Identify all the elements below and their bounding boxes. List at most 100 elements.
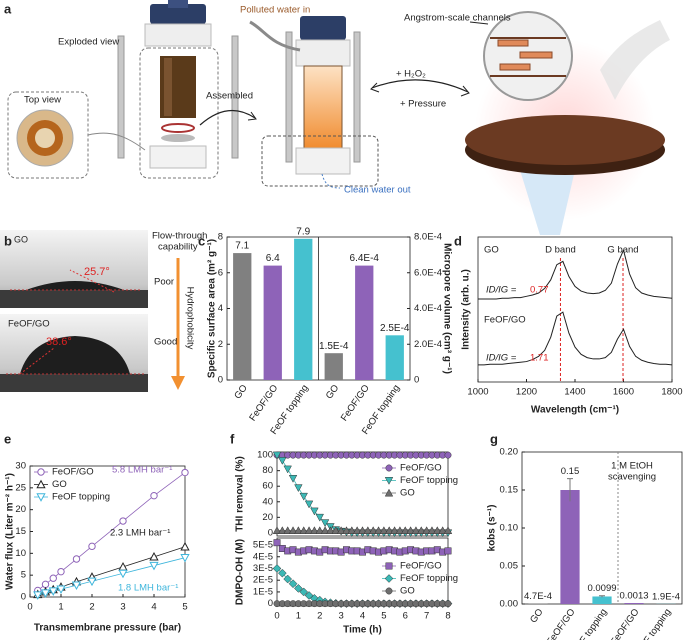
x-tick-label: 1 [296, 611, 301, 622]
label: Poor [154, 277, 174, 288]
panel-label: b [4, 233, 12, 248]
ratio-label: ID/IG = [486, 285, 517, 296]
y-tick-label: 8 [218, 232, 223, 243]
marker [417, 526, 426, 535]
x-tick-label: 1800 [661, 387, 682, 398]
y2-axis-label: Micropore volume (cm³ g⁻¹) [441, 243, 452, 374]
legend-label: FeOF/GO [52, 467, 94, 478]
bar [592, 596, 612, 604]
bar [560, 490, 580, 604]
x-tick-label: 1200 [516, 387, 537, 398]
y-tick-label: 60 [262, 481, 273, 492]
x-tick-label: 0 [27, 602, 32, 613]
legend-label: FeOF topping [400, 573, 458, 584]
marker [401, 526, 410, 535]
bar [624, 603, 644, 604]
marker [384, 526, 394, 535]
marker [390, 526, 399, 535]
marker [411, 526, 421, 535]
marker [444, 600, 452, 608]
marker [443, 526, 453, 535]
series-line [478, 311, 673, 366]
marker [272, 451, 282, 460]
annotation: 1 M EtOH [611, 461, 653, 472]
marker [87, 577, 97, 587]
marker [57, 567, 65, 576]
value-label: 6.4E-4 [350, 253, 380, 264]
x-tick-label: FeOF/GO [545, 607, 578, 640]
marker [283, 465, 292, 474]
marker [422, 526, 431, 535]
marker [363, 526, 373, 535]
marker [320, 526, 330, 535]
value-label: 6.4 [266, 253, 280, 264]
marker [72, 555, 81, 563]
y2-tick-label: 0 [414, 375, 419, 386]
y-tick-label: 0.10 [500, 523, 519, 534]
marker [277, 568, 287, 578]
x-tick-label: FeOF/GO [609, 607, 642, 640]
marker [294, 484, 303, 493]
x-tick-label: 8 [445, 611, 450, 622]
label: Assembled [206, 91, 253, 102]
bar [324, 353, 343, 380]
x-tick-label: 4 [360, 611, 365, 622]
x-tick-label: 1600 [613, 387, 634, 398]
y-tick-label: 15 [15, 526, 26, 537]
legend-label: FeOF topping [52, 492, 110, 503]
legend-label: FeOF/GO [400, 561, 442, 572]
x-tick-label: 3 [120, 602, 125, 613]
y-tick-label: 0.20 [500, 447, 519, 458]
marker [299, 587, 309, 597]
y-tick-label: 5 [21, 570, 26, 581]
y2-tick-label: 8.0E-4 [414, 232, 442, 243]
marker [48, 587, 58, 596]
y-tick-label: 100 [257, 450, 273, 461]
marker [395, 526, 405, 535]
marker [384, 477, 394, 485]
x-axis-label: Transmembrane pressure (bar) [34, 623, 181, 634]
marker [149, 551, 159, 561]
y-tick-label: 0 [268, 598, 273, 609]
marker [385, 562, 393, 570]
y-tick-label: 0.00 [500, 599, 519, 610]
y-tick-label: 5E-5 [253, 540, 273, 551]
value-label: 7.1 [235, 241, 249, 252]
x-tick-label: 3 [338, 611, 343, 622]
marker [278, 526, 287, 535]
value-label: 0.15 [561, 466, 580, 477]
x-tick-label: GO [324, 383, 341, 401]
annotation: G band [607, 245, 638, 256]
marker [288, 579, 298, 589]
x-tick-label: GO [528, 607, 545, 625]
marker [331, 526, 341, 535]
marker [310, 526, 319, 535]
x-tick-label: 4 [151, 602, 156, 613]
y-tick-label: 0.05 [500, 561, 519, 572]
ratio-value: 1.71 [530, 353, 549, 364]
x-tick-label: 0 [274, 611, 279, 622]
y-axis-label: Intensity (arb. u.) [461, 269, 472, 350]
y-tick-label: 0 [21, 592, 26, 603]
legend-label: GO [400, 586, 415, 597]
label: Hydrophobicity [184, 287, 195, 350]
legend-label: GO [400, 488, 415, 499]
annotation: D band [545, 245, 576, 256]
marker [342, 526, 351, 535]
marker [347, 526, 357, 535]
y-tick-label: 0 [218, 375, 223, 386]
label: + Pressure [400, 99, 446, 110]
y-tick-label: 20 [15, 504, 26, 515]
marker [56, 585, 66, 594]
y-tick-label: 40 [262, 496, 273, 507]
x-tick-label: 1000 [467, 387, 488, 398]
x-axis-label: Time (h) [343, 625, 382, 636]
y-tick-label: 30 [15, 461, 26, 472]
marker [438, 526, 447, 535]
error-bar [567, 478, 573, 502]
slope-label: 5.8 LMH bar⁻¹ [112, 465, 172, 476]
panel-label: a [4, 1, 12, 16]
y-axis-label: THI removal (%) [235, 456, 246, 532]
marker [119, 517, 127, 525]
bar [385, 335, 404, 380]
